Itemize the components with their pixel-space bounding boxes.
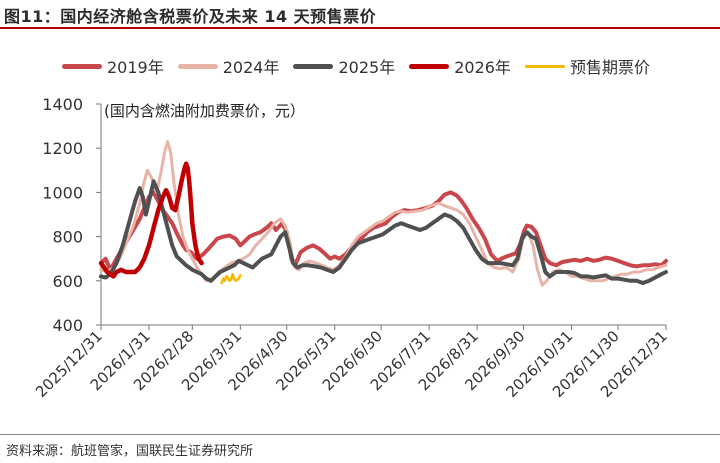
legend-item-2024: 2024年 (177, 54, 280, 78)
legend-label-2026: 2026年 (454, 58, 511, 77)
legend-swatch-2019 (62, 63, 102, 69)
legend-swatch-presale (524, 64, 565, 68)
y-tick-label-800: 800 (52, 228, 83, 247)
legend-label-presale: 预售期票价 (569, 58, 650, 77)
y-tick-label-1400: 1400 (42, 95, 83, 114)
y-tick-label-1200: 1200 (42, 139, 83, 158)
series-line-0 (99, 190, 668, 272)
y-tick-label-1000: 1000 (42, 183, 83, 202)
legend-item-presale: 预售期票价 (524, 54, 650, 78)
legend: 2019年 2024年 2025年 2026年 预售期票价 (62, 54, 664, 78)
series-line-4 (220, 272, 242, 285)
legend-label-2019: 2019年 (107, 58, 164, 77)
legend-item-2019: 2019年 (62, 54, 164, 78)
series-line-2 (99, 179, 668, 285)
legend-item-2026: 2026年 (409, 54, 511, 78)
y-tick-label-600: 600 (52, 272, 83, 291)
series-line-3 (98, 161, 204, 279)
legend-swatch-2025 (293, 63, 334, 69)
legend-swatch-2024 (177, 63, 218, 69)
legend-label-2024: 2024年 (222, 58, 280, 77)
footer-rule (0, 434, 720, 435)
source-note: 资料来源：航班管家，国联民生证券研究所 (6, 444, 254, 459)
y-tick-label-400: 400 (52, 316, 83, 335)
figure-title: 图11：国内经济舱含税票价及未来 14 天预售票价 (4, 7, 377, 26)
y-axis-label: (国内含燃油附加费票价，元） (104, 102, 305, 120)
legend-swatch-2026 (409, 63, 450, 69)
legend-label-2025: 2025年 (338, 58, 396, 77)
title-rule (0, 27, 720, 29)
legend-item-2025: 2025年 (293, 54, 395, 78)
